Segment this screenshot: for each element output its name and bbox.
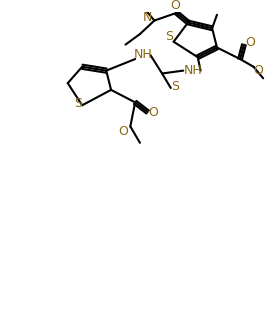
Text: O: O: [148, 106, 158, 119]
Text: O: O: [245, 36, 255, 49]
Text: S: S: [74, 97, 82, 110]
Text: N: N: [143, 11, 152, 24]
Text: S: S: [165, 30, 173, 43]
Text: O: O: [119, 125, 129, 138]
Text: O: O: [253, 64, 263, 77]
Text: NH: NH: [134, 48, 152, 61]
Text: NH: NH: [184, 64, 202, 77]
Text: O: O: [171, 0, 181, 12]
Text: S: S: [171, 79, 179, 93]
